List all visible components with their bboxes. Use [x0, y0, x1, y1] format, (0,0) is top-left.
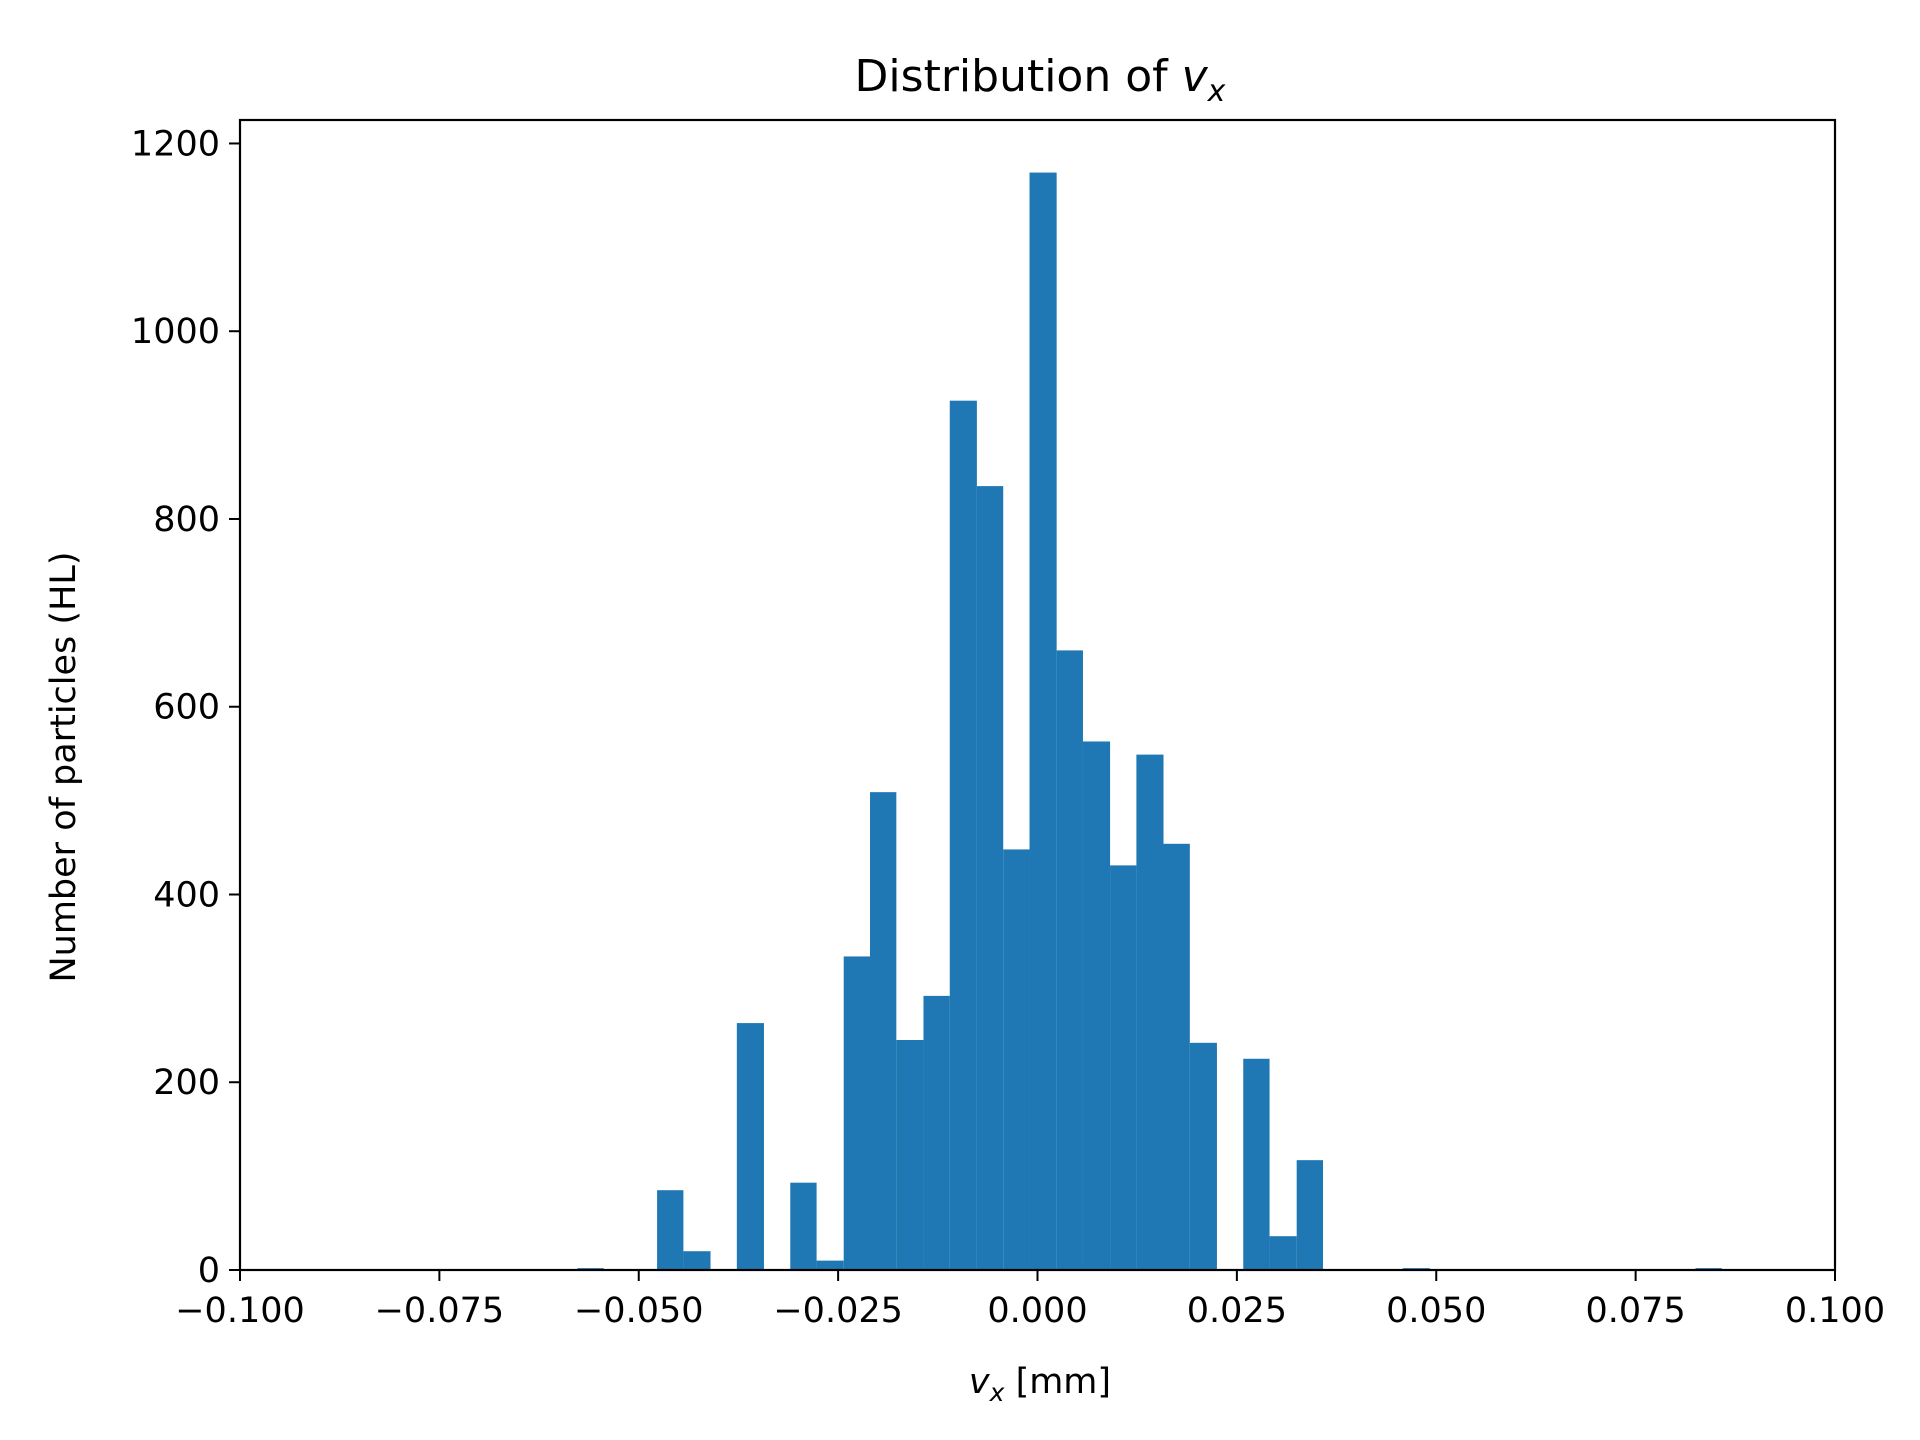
y-tick-label: 600: [153, 688, 220, 728]
x-tick-label: −0.025: [773, 1291, 903, 1331]
histogram-bar-13: [1029, 172, 1057, 1270]
histogram-bar-3: [736, 1023, 764, 1270]
x-tick-label: 0.050: [1386, 1291, 1486, 1331]
histogram-bar-22: [1296, 1160, 1324, 1270]
y-tick-label: 200: [153, 1063, 220, 1103]
x-tick-label: 0.000: [987, 1291, 1087, 1331]
histogram-bar-12: [1003, 849, 1030, 1270]
histogram-bar-1: [657, 1190, 684, 1270]
x-axis-label-var: v: [969, 1362, 991, 1402]
histogram-bar-7: [870, 792, 897, 1270]
x-tick-label: −0.100: [175, 1291, 305, 1331]
y-axis-label: Number of particles (HL): [44, 551, 84, 982]
histogram-bar-8: [896, 1040, 924, 1270]
x-tick-label: 0.100: [1785, 1291, 1885, 1331]
histogram-bar-10: [949, 400, 977, 1270]
x-axis-label: vx [mm]: [969, 1362, 1111, 1407]
histogram-bar-20: [1243, 1058, 1270, 1270]
y-tick-label: 400: [153, 875, 220, 915]
y-tick-label: 0: [198, 1251, 220, 1291]
histogram-bar-15: [1082, 741, 1111, 1270]
histogram-bar-17: [1136, 754, 1164, 1270]
histogram-bar-18: [1163, 843, 1190, 1270]
histogram-bar-9: [923, 995, 950, 1270]
histogram-bar-21: [1269, 1236, 1297, 1270]
chart-title: Distribution of vx: [855, 51, 1226, 109]
histogram-bar-16: [1110, 865, 1137, 1270]
chart-title-var: v: [1182, 51, 1209, 102]
histogram-bar-14: [1056, 650, 1083, 1270]
histogram-bars: [577, 172, 1722, 1270]
histogram-bar-11: [976, 486, 1004, 1270]
x-axis-label-suffix: [mm]: [1004, 1362, 1111, 1402]
x-tick-label: 0.025: [1187, 1291, 1287, 1331]
histogram-bar-4: [790, 1182, 817, 1270]
y-axis-ticks: 0 200 400 600 800 1000 1200: [131, 124, 240, 1291]
x-tick-label: 0.075: [1586, 1291, 1686, 1331]
chart-title-sub: x: [1207, 74, 1226, 109]
y-tick-label: 800: [153, 500, 220, 540]
x-axis-label-sub: x: [989, 1378, 1005, 1407]
histogram-bar-5: [816, 1260, 844, 1270]
x-tick-label: −0.050: [574, 1291, 704, 1331]
y-tick-label: 1200: [131, 124, 220, 164]
histogram-bar-2: [683, 1251, 711, 1270]
y-tick-label: 1000: [131, 312, 220, 352]
x-axis-ticks: −0.100 −0.075 −0.050 −0.025 0.000 0.025 0.050 0…: [175, 1270, 1885, 1331]
x-tick-label: −0.075: [375, 1291, 505, 1331]
histogram-bar-6: [843, 956, 871, 1270]
chart-title-prefix: Distribution of: [855, 51, 1182, 102]
histogram-bar-19: [1189, 1042, 1217, 1270]
